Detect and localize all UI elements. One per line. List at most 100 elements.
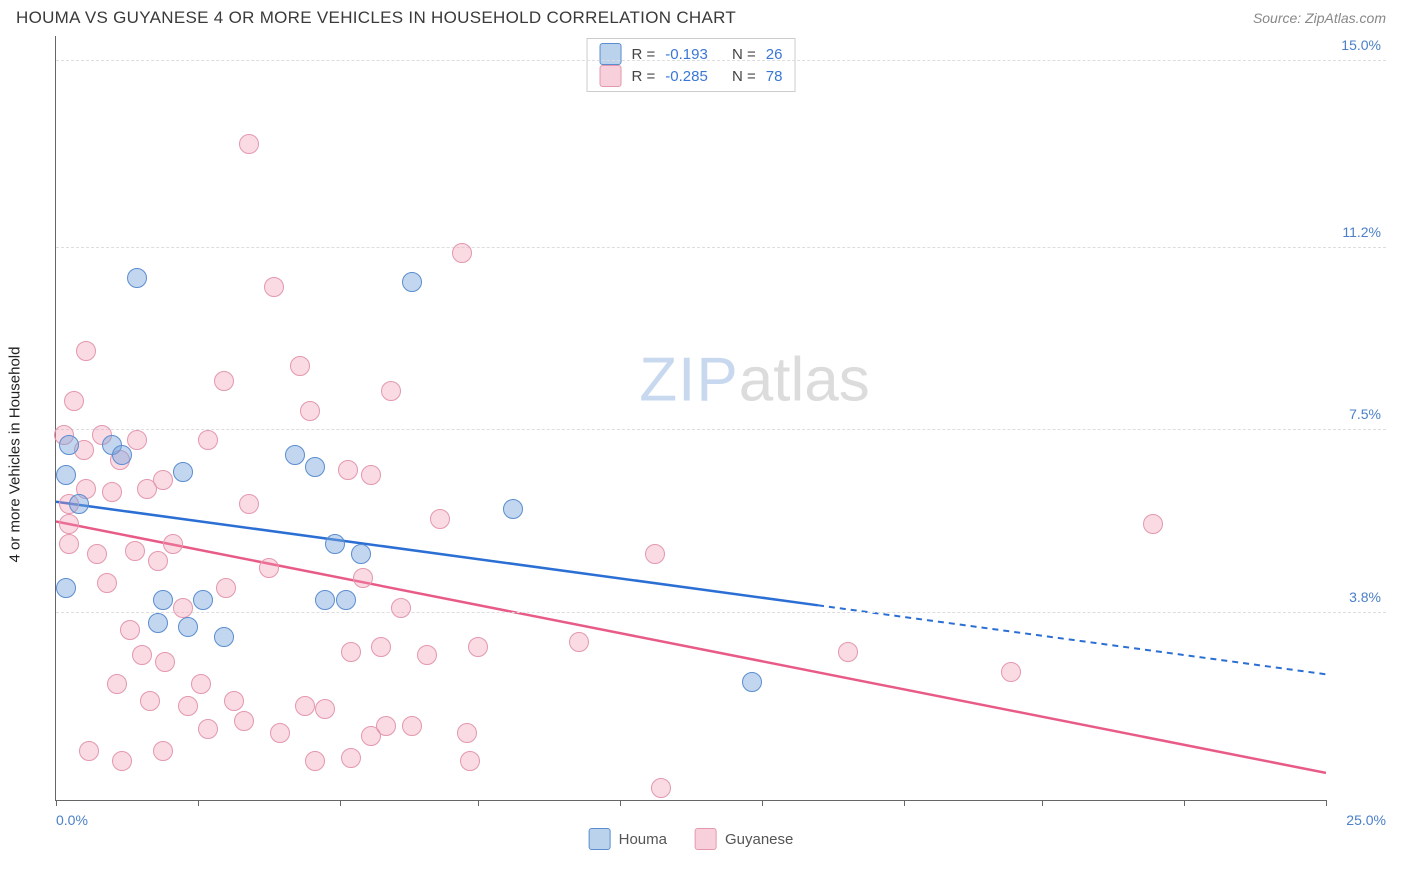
data-point-guyanese <box>59 534 79 554</box>
x-tick <box>1184 800 1185 806</box>
data-point-guyanese <box>402 716 422 736</box>
data-point-houma <box>153 590 173 610</box>
x-axis-origin-label: 0.0% <box>56 812 88 828</box>
data-point-guyanese <box>376 716 396 736</box>
data-point-houma <box>173 462 193 482</box>
data-point-guyanese <box>107 674 127 694</box>
data-point-guyanese <box>264 277 284 297</box>
trend-line-guyanese <box>56 522 1326 773</box>
x-tick <box>1042 800 1043 806</box>
data-point-houma <box>56 578 76 598</box>
data-point-houma <box>336 590 356 610</box>
watermark-zip: ZIP <box>639 345 738 414</box>
data-point-guyanese <box>234 711 254 731</box>
data-point-guyanese <box>468 637 488 657</box>
legend-label-guyanese: Guyanese <box>725 831 793 848</box>
x-tick <box>904 800 905 806</box>
data-point-guyanese <box>79 741 99 761</box>
data-point-guyanese <box>173 598 193 618</box>
data-point-guyanese <box>341 748 361 768</box>
data-point-guyanese <box>371 637 391 657</box>
data-point-guyanese <box>76 341 96 361</box>
data-point-guyanese <box>127 430 147 450</box>
swatch-guyanese <box>600 65 622 87</box>
legend-label-houma: Houma <box>619 831 667 848</box>
data-point-guyanese <box>295 696 315 716</box>
data-point-guyanese <box>64 391 84 411</box>
data-point-guyanese <box>290 356 310 376</box>
data-point-guyanese <box>452 243 472 263</box>
data-point-guyanese <box>838 642 858 662</box>
data-point-guyanese <box>148 551 168 571</box>
data-point-guyanese <box>239 494 259 514</box>
swatch-houma <box>600 43 622 65</box>
stats-row-guyanese: R = -0.285 N = 78 <box>600 65 783 87</box>
gridline <box>56 612 1386 613</box>
data-point-guyanese <box>341 642 361 662</box>
data-point-guyanese <box>305 751 325 771</box>
x-tick <box>478 800 479 806</box>
data-point-houma <box>214 627 234 647</box>
data-point-guyanese <box>1001 662 1021 682</box>
data-point-guyanese <box>239 134 259 154</box>
watermark-atlas: atlas <box>739 345 870 414</box>
data-point-guyanese <box>153 470 173 490</box>
data-point-guyanese <box>214 371 234 391</box>
gridline <box>56 60 1386 61</box>
legend-item-houma: Houma <box>589 828 667 850</box>
legend-item-guyanese: Guyanese <box>695 828 793 850</box>
data-point-guyanese <box>198 430 218 450</box>
data-point-guyanese <box>645 544 665 564</box>
legend: Houma Guyanese <box>589 828 794 850</box>
data-point-houma <box>69 494 89 514</box>
data-point-houma <box>305 457 325 477</box>
data-point-guyanese <box>155 652 175 672</box>
stats-row-houma: R = -0.193 N = 26 <box>600 43 783 65</box>
data-point-guyanese <box>191 674 211 694</box>
data-point-guyanese <box>153 741 173 761</box>
data-point-guyanese <box>651 778 671 798</box>
watermark: ZIPatlas <box>639 344 869 415</box>
data-point-guyanese <box>163 534 183 554</box>
title-bar: HOUMA VS GUYANESE 4 OR MORE VEHICLES IN … <box>0 0 1406 36</box>
data-point-guyanese <box>120 620 140 640</box>
y-tick-label: 3.8% <box>1349 589 1381 605</box>
data-point-houma <box>285 445 305 465</box>
legend-swatch-guyanese <box>695 828 717 850</box>
y-tick-label: 11.2% <box>1342 224 1381 240</box>
y-axis-label: 4 or more Vehicles in Household <box>7 347 24 563</box>
data-point-houma <box>127 268 147 288</box>
data-point-guyanese <box>417 645 437 665</box>
data-point-houma <box>112 445 132 465</box>
data-point-guyanese <box>270 723 290 743</box>
data-point-houma <box>148 613 168 633</box>
data-point-guyanese <box>97 573 117 593</box>
data-point-guyanese <box>391 598 411 618</box>
legend-swatch-houma <box>589 828 611 850</box>
data-point-guyanese <box>125 541 145 561</box>
x-tick <box>1326 800 1327 806</box>
data-point-guyanese <box>132 645 152 665</box>
n-value-guyanese: 78 <box>766 68 783 85</box>
stats-box: R = -0.193 N = 26 R = -0.285 N = 78 <box>587 38 796 92</box>
x-tick <box>198 800 199 806</box>
x-tick <box>762 800 763 806</box>
data-point-guyanese <box>338 460 358 480</box>
data-point-guyanese <box>112 751 132 771</box>
x-axis-max-label: 25.0% <box>1346 812 1386 828</box>
data-point-guyanese <box>569 632 589 652</box>
data-point-guyanese <box>457 723 477 743</box>
data-point-guyanese <box>140 691 160 711</box>
r-label: R = <box>632 68 656 85</box>
data-point-guyanese <box>87 544 107 564</box>
data-point-houma <box>193 590 213 610</box>
data-point-houma <box>351 544 371 564</box>
data-point-guyanese <box>1143 514 1163 534</box>
data-point-houma <box>315 590 335 610</box>
data-point-guyanese <box>315 699 335 719</box>
data-point-guyanese <box>102 482 122 502</box>
data-point-guyanese <box>59 514 79 534</box>
gridline <box>56 429 1386 430</box>
data-point-guyanese <box>198 719 218 739</box>
plot-area: ZIPatlas R = -0.193 N = 26 R = -0.285 N … <box>55 36 1326 801</box>
